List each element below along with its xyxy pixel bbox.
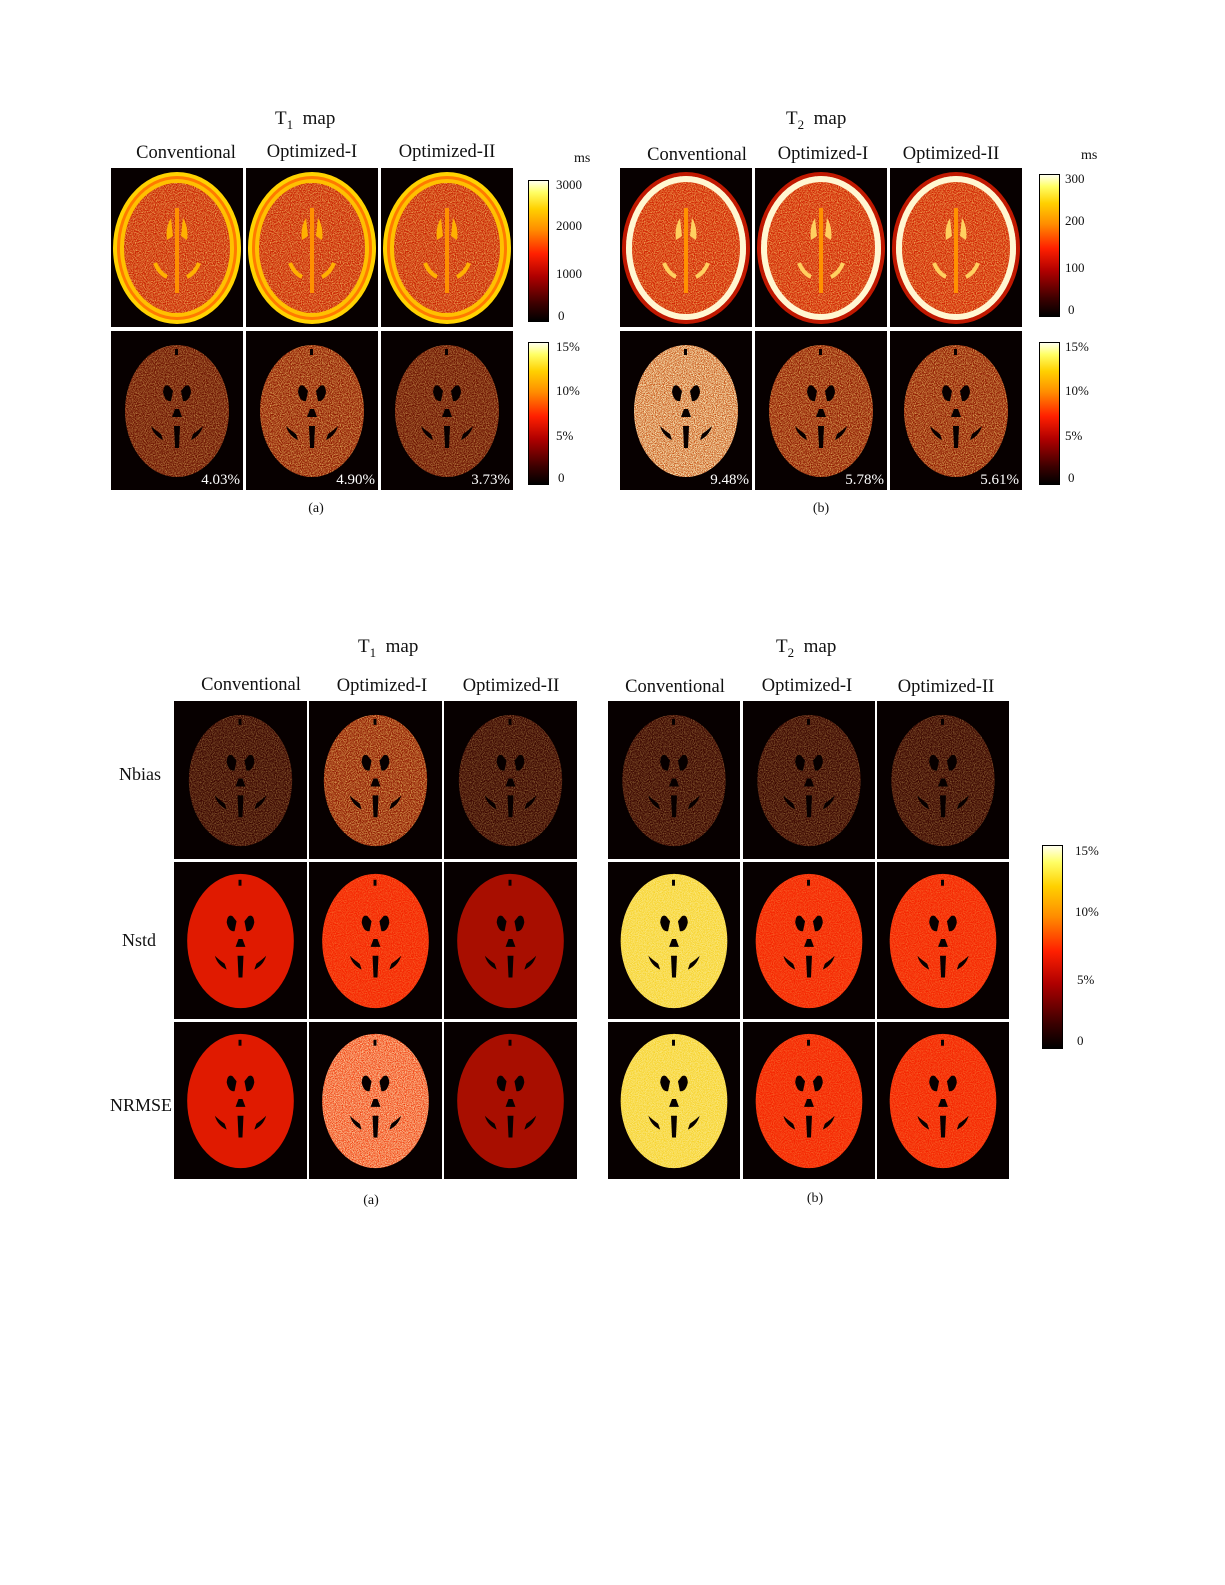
fig1b-t2-error-conventional: 9.48%	[620, 331, 752, 490]
fig1b-error-value-2: 5.78%	[845, 472, 884, 488]
fig2a-col-optimized-2: Optimized-II	[462, 676, 560, 696]
fig1a-col-conventional: Conventional	[136, 143, 236, 163]
fig1a-error-colorbar	[528, 342, 549, 485]
fig1a-t1-error-conventional: 4.03%	[111, 331, 243, 490]
fig1-subfigure-b-label: (b)	[812, 501, 830, 516]
fig1b-err-tick-15: 15%	[1065, 339, 1089, 354]
fig1b-t2-map-optimized-1	[755, 168, 887, 327]
fig1a-t1-error-optimized-2: 3.73%	[381, 331, 513, 490]
fig1b-t2-colorbar	[1039, 174, 1060, 317]
fig1b-col-optimized-2: Optimized-II	[902, 144, 1000, 164]
fig1a-err-tick-5: 5%	[556, 428, 574, 443]
fig2b-nrmse-optimized-1	[743, 1022, 875, 1179]
fig1b-col-conventional: Conventional	[647, 145, 747, 165]
fig2a-col-conventional: Conventional	[201, 675, 301, 695]
fig2-t2-title: T2 map	[776, 636, 837, 660]
fig1b-err-tick-5: 5%	[1065, 428, 1083, 443]
fig1a-t1-tick-3000: 3000	[556, 177, 582, 192]
fig2b-nrmse-conventional	[608, 1022, 740, 1179]
fig2b-nbias-optimized-2	[877, 701, 1009, 859]
fig2a-nbias-optimized-2	[444, 701, 577, 859]
fig2a-nrmse-optimized-1	[309, 1022, 442, 1179]
fig1b-error-colorbar	[1039, 342, 1060, 485]
fig2-tick-0: 0	[1077, 1033, 1084, 1048]
fig1a-t1-map-conventional	[111, 168, 243, 327]
fig1a-t1-map-optimized-1	[246, 168, 378, 327]
fig2b-nstd-optimized-2	[877, 862, 1009, 1019]
fig1a-t1-tick-1000: 1000	[556, 266, 582, 281]
fig2b-nrmse-optimized-2	[877, 1022, 1009, 1179]
fig1-t1-title: T1 map	[275, 108, 336, 132]
fig2-row-nrmse: NRMSE	[109, 1095, 172, 1115]
fig2-tick-10: 10%	[1075, 904, 1099, 919]
fig1a-t1-map-optimized-2	[381, 168, 513, 327]
fig1a-err-tick-10: 10%	[556, 383, 580, 398]
fig1a-t1-tick-2000: 2000	[556, 218, 582, 233]
fig1a-err-tick-15: 15%	[556, 339, 580, 354]
fig2b-nstd-optimized-1	[743, 862, 875, 1019]
fig2a-nbias-conventional	[174, 701, 307, 859]
fig1-subfigure-a-label: (a)	[308, 501, 324, 516]
fig1a-err-tick-0: 0	[558, 470, 565, 485]
fig1a-error-value-3: 3.73%	[471, 472, 510, 488]
fig1a-error-value-1: 4.03%	[201, 472, 240, 488]
fig1a-t1-tick-0: 0	[558, 308, 565, 323]
fig1a-error-value-2: 4.90%	[336, 472, 375, 488]
fig2b-col-optimized-1: Optimized-I	[761, 676, 853, 696]
fig2-subfigure-b-label: (b)	[806, 1191, 824, 1206]
fig2a-nstd-optimized-2	[444, 862, 577, 1019]
fig2-colorbar	[1042, 845, 1063, 1049]
fig1b-err-tick-10: 10%	[1065, 383, 1089, 398]
fig2a-nrmse-optimized-2	[444, 1022, 577, 1179]
fig1-t2-title: T2 map	[786, 108, 847, 132]
fig2-t1-title: T1 map	[358, 636, 419, 660]
fig2-tick-5: 5%	[1077, 972, 1095, 987]
fig1b-t2-tick-100: 100	[1065, 260, 1085, 275]
fig2-row-nstd: Nstd	[121, 930, 156, 950]
fig2a-nstd-optimized-1	[309, 862, 442, 1019]
fig2-tick-15: 15%	[1075, 843, 1099, 858]
fig2b-col-optimized-2: Optimized-II	[897, 677, 995, 697]
fig2b-col-conventional: Conventional	[625, 677, 725, 697]
fig2b-nbias-optimized-1	[743, 701, 875, 859]
fig1b-t2-tick-0: 0	[1068, 302, 1075, 317]
fig1b-t2-map-conventional	[620, 168, 752, 327]
fig1a-t1-error-optimized-1: 4.90%	[246, 331, 378, 490]
fig1b-t2-error-optimized-1: 5.78%	[755, 331, 887, 490]
fig1b-unit-label: ms	[1081, 148, 1098, 163]
fig1a-unit-label: ms	[574, 151, 591, 166]
fig2-subfigure-a-label: (a)	[363, 1193, 379, 1208]
fig2-row-nbias: Nbias	[119, 764, 161, 784]
fig1a-col-optimized-1: Optimized-I	[266, 142, 358, 162]
fig1b-t2-map-optimized-2	[890, 168, 1022, 327]
fig1b-err-tick-0: 0	[1068, 470, 1075, 485]
fig1b-t2-tick-200: 200	[1065, 213, 1085, 228]
fig2b-nbias-conventional	[608, 701, 740, 859]
fig2a-nrmse-conventional	[174, 1022, 307, 1179]
fig1a-col-optimized-2: Optimized-II	[398, 142, 496, 162]
fig1b-error-value-1: 9.48%	[710, 472, 749, 488]
fig2b-nstd-conventional	[608, 862, 740, 1019]
fig1b-col-optimized-1: Optimized-I	[777, 144, 869, 164]
fig1b-t2-tick-300: 300	[1065, 171, 1085, 186]
fig1b-t2-error-optimized-2: 5.61%	[890, 331, 1022, 490]
fig2a-col-optimized-1: Optimized-I	[336, 676, 428, 696]
fig1b-error-value-3: 5.61%	[980, 472, 1019, 488]
fig2a-nbias-optimized-1	[309, 701, 442, 859]
fig2a-nstd-conventional	[174, 862, 307, 1019]
fig1a-t1-colorbar	[528, 180, 549, 322]
